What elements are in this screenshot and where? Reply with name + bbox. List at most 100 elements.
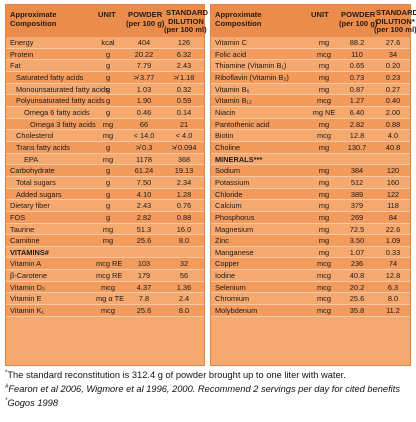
powder-value: 404 [137,38,151,47]
nutrition-table-right: Approximate Composition UNIT POWDER (per… [210,4,416,366]
powder-value: 3.50 [349,236,365,246]
dilution-value: 40.8 [385,142,401,152]
table-row: Iodine mcg 40.8 12.8 [211,270,410,282]
unit-cell: mcg [317,306,331,316]
dilution-value: 120 [386,166,400,176]
nutrient-name: Taurine [10,224,35,234]
powder-value: 88.2 [349,38,365,47]
nutrient-name: Polyunsaturated fatty acids [16,96,105,106]
unit-cell: mg [102,131,114,141]
unit-cell: mcg RE [96,271,123,281]
dilution-value: 122 [386,189,400,199]
table-row: Chromium mcg 25.6 8.0 [211,293,410,306]
table-row: Pantothenic acid mg 2.82 0.88 [211,118,410,131]
nutrient-name: Monounsaturated fatty acids [16,84,109,94]
table-row: Total sugars g 7.50 2.34 [6,177,204,189]
powder-value: ≯ 0.3 [135,142,153,152]
header-dilution: DILUTION* [376,16,415,26]
powder-value: 0.46 [136,107,152,117]
unit-cell: mg [318,61,330,71]
table-row: Monounsaturated fatty acids g 1.03 0.32 [6,84,204,96]
dilution-value: 0.88 [385,119,401,129]
nutrient-name: Choline [215,142,241,152]
unit-cell: mg [318,212,330,222]
unit-cell: g [105,72,111,82]
nutrient-name: Fat [10,61,21,71]
powder-value: 35.8 [349,306,365,316]
dilution-value: 84 [388,212,398,222]
nutrient-name: Folic acid [215,49,247,59]
unit-cell: mg [102,224,114,234]
unit-cell: mg [318,166,330,176]
dilution-value: 2.34 [176,177,192,187]
dilution-value: 8.0 [178,236,190,246]
nutrient-name: Protein [10,49,34,59]
dilution-value: 118 [387,201,399,211]
dilution-value: 160 [386,177,400,187]
table-row: Zinc mg 3.50 1.09 [211,235,410,247]
dilution-value: 56 [179,271,189,281]
header-powder: POWDER [341,10,376,19]
powder-value: 2.43 [136,201,152,211]
table-row: Vitamin E mg α TE 7.8 2.4 [6,293,204,306]
dilution-value: ≯ 1.18 [173,72,195,82]
table-row: Vitamin B₆ mg 0.87 0.27 [211,84,410,96]
table-row: Added sugars g 4.10 1.28 [6,188,204,201]
unit-cell: g [105,189,111,199]
nutrient-name: Pantothenic acid [215,119,270,129]
powder-value: 2.82 [349,119,365,129]
powder-value: 389 [350,189,364,199]
powder-value: 4.37 [136,282,152,292]
powder-value: 40.8 [349,271,365,281]
unit-cell: mg [318,38,330,47]
footnote-mark: # [5,384,9,390]
powder-value: 0.87 [349,84,365,94]
unit-cell: mg NE [312,107,336,117]
unit-cell: mcg [317,96,331,106]
nutrient-name: Saturated fatty acids [16,72,84,82]
nutrient-name: Carbohydrate [10,166,55,176]
table-row: β-Carotene mcg RE 179 56 [6,270,204,282]
dilution-value: 1.28 [176,189,192,199]
powder-value: 12.8 [349,131,365,141]
nutrient-name: Phosphorus [215,212,255,222]
powder-value: 0.65 [349,61,365,71]
table-row: Biotin mcg 12.8 4.0 [211,130,410,142]
unit-cell: mg [102,236,114,246]
dilution-value: 1.09 [385,236,401,246]
dilution-value: 74 [388,259,398,269]
header-dilution-unit: (per 100 ml) [164,25,207,34]
powder-value: 72.5 [349,224,365,234]
table-row: Phosphorus mg 269 84 [211,211,410,224]
nutrient-name: Calcium [215,201,242,211]
dilution-value: 368 [177,154,191,164]
nutrient-name: Riboflavin (Vitamin B₂) [215,72,289,82]
powder-value: 269 [350,212,364,222]
unit-cell: mg [318,224,330,234]
table-row: Saturated fatty acids g ≯ 3.77 ≯ 1.18 [6,71,204,84]
dilution-value: 2.00 [385,107,401,117]
footnote-text: The standard reconstitution is 312.4 g o… [7,370,346,381]
nutrient-name: FOS [10,212,26,222]
table-row: Folic acid mcg 110 34 [211,48,410,61]
dilution-value: 8.0 [387,294,399,304]
unit-cell: mg [318,189,330,199]
unit-cell: mg [318,142,330,152]
unit-cell: mg [318,72,330,82]
footnote-reconstitution: *The standard reconstitution is 312.4 g … [5,370,415,380]
dilution-value: 1.36 [176,282,192,292]
powder-value: 6.40 [349,107,365,117]
powder-value: 512 [350,177,364,187]
dilution-value: 0.14 [176,107,192,117]
dilution-value: 6.32 [176,49,192,59]
nutrient-name: Copper [215,259,240,269]
powder-value: 0.73 [349,72,365,82]
nutrient-name: Energy [10,38,34,47]
dilution-value: 0.27 [385,84,401,94]
dilution-value: 0.23 [385,72,401,82]
powder-value: 384 [350,166,364,176]
unit-cell: g [105,212,111,222]
powder-value: 7.8 [138,294,150,304]
table-row: Molybdenum mcg 35.8 11.2 [211,305,410,317]
table-row: Calcium mg 379 118 [211,200,410,212]
